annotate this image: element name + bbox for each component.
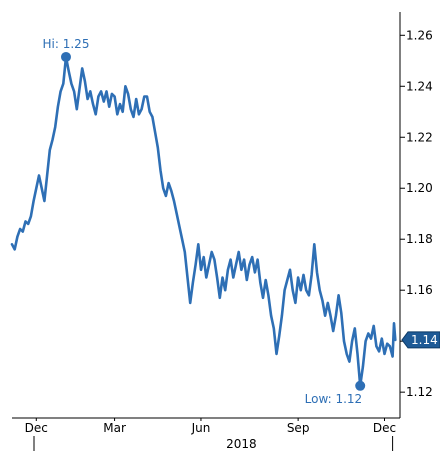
x-tick-label: Dec [25, 421, 48, 435]
series-line [10, 55, 397, 388]
y-tick-label: 1.20 [406, 181, 433, 195]
x-axis: Dec Mar Jun Sep Dec 2018 [12, 417, 400, 451]
high-label: Hi: 1.25 [43, 37, 90, 51]
x-tick-label: Jun [191, 421, 211, 435]
y-axis: 1.121.141.161.181.201.221.241.26 [399, 12, 433, 418]
y-tick-label: 1.24 [406, 79, 433, 93]
y-tick-label: 1.18 [406, 232, 433, 246]
high-marker [60, 51, 71, 62]
low-marker-group: Low: 1.12 [305, 380, 366, 406]
last-value-label: 1.14 [411, 333, 438, 347]
last-value-tag-shape [401, 331, 440, 349]
low-marker [355, 380, 366, 391]
x-tick-label: Dec [373, 421, 396, 435]
x-tick-label: Mar [103, 421, 126, 435]
y-tick-label: 1.26 [406, 28, 433, 42]
y-tick-label: 1.22 [406, 130, 433, 144]
x-axis-year-label: 2018 [226, 437, 257, 451]
y-tick-label: 1.12 [406, 385, 433, 399]
high-marker-group: Hi: 1.25 [43, 37, 90, 62]
low-label: Low: 1.12 [305, 392, 363, 406]
x-axis-ticks [33, 418, 394, 451]
x-axis-labels: Dec Mar Jun Sep Dec [25, 421, 396, 435]
last-value-tag: 1.14 [401, 331, 440, 349]
y-tick-label: 1.16 [406, 283, 433, 297]
x-tick-label: Sep [287, 421, 310, 435]
